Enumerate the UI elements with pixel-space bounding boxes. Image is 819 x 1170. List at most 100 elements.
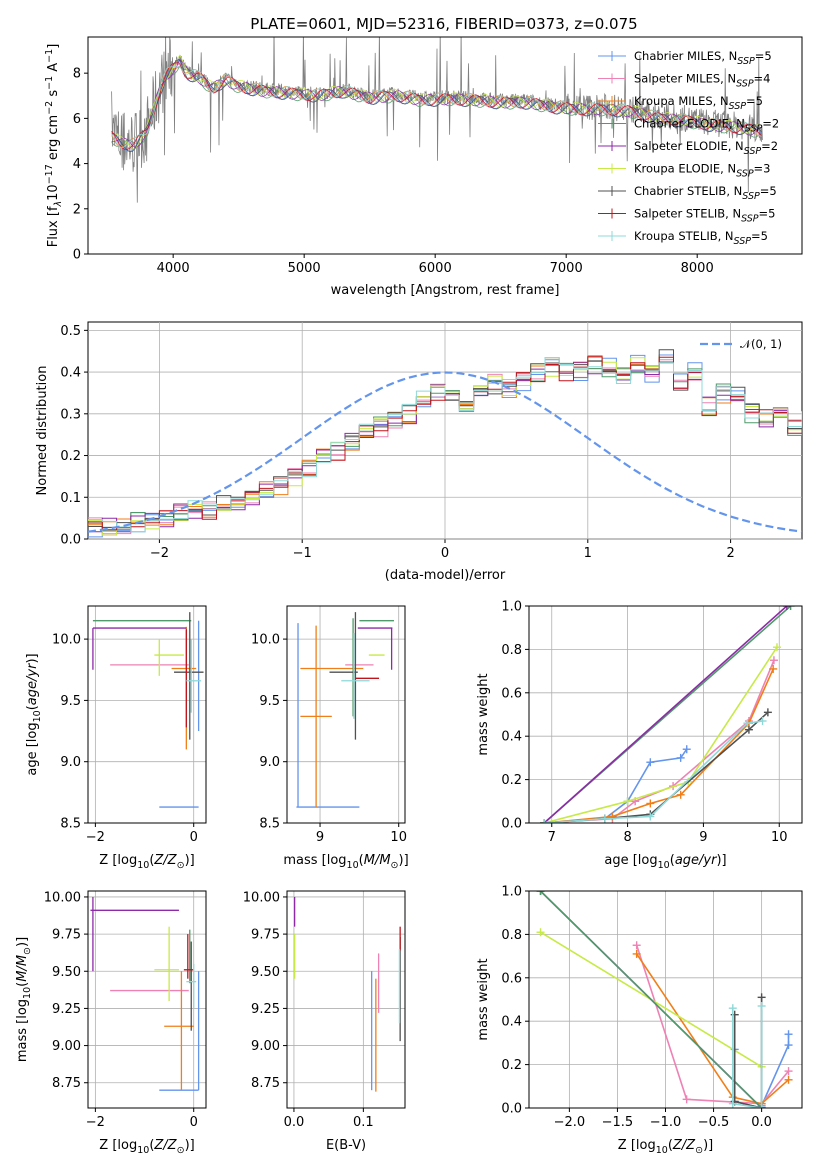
y-tick-label: 0.3 [60,407,81,422]
label-run: M/M [15,955,30,982]
label-run: λ [53,201,64,208]
axis-label: mass [log10(M/M⊙)] [283,853,408,871]
x-tick-label: 9 [699,830,707,845]
x-axis-label: wavelength [Angstrom, rest frame] [331,283,560,298]
label-run: Kroupa ELODIE, N [634,162,736,176]
y-tick-label: 9.0 [259,755,280,770]
model-spectrum [111,58,762,153]
scatter-plot-area [90,896,200,1091]
x-tick-label: −1.0 [650,1115,682,1130]
y-tick-label: 0.4 [501,730,522,745]
label-run: ⊙ [177,860,185,871]
label-run: −17 [44,164,55,184]
axes-frame [528,605,803,824]
line-plot-area [536,891,793,1108]
y-tick-label: 10.00 [243,890,280,905]
axes-frame [87,890,207,1109]
y-tick-label: 8.5 [60,817,81,832]
histogram-step [88,357,802,533]
label-run: Chabrier ELODIE, N [634,117,745,131]
y-tick-label: 0.8 [501,928,522,943]
label-run: Flux [f [46,206,61,247]
y-tick-label: 0.4 [501,1015,522,1030]
scatter-plot-area [296,612,394,808]
y-axis-label: Normed distribution [35,366,50,496]
y-tick-label: 1.0 [501,600,522,615]
y-tick-label: 9.50 [52,965,81,980]
mass-vs-ebv-panel: 0.0 0.1 8.75 9.00 9.25 9.50 9.75 10.00 E(B-V) [243,890,406,1153]
label-run: SSP [729,101,747,112]
label-run: −2 [44,101,55,115]
axes-frame [286,890,406,1109]
legend-entry: Chabrier ELODIE, NSSP=2 [634,117,779,135]
x-tick-label: 1 [584,546,592,561]
label-run: age/yr [675,853,718,868]
label-run: 10 [137,1145,149,1156]
x-tick-label: −2.0 [554,1115,586,1130]
y-tick-label: 6 [73,112,81,127]
x-tick-label: 10 [771,830,788,845]
label-run: SSP [745,124,763,135]
label-run: erg cm [46,115,61,164]
label-run: =2 [762,117,779,131]
label-run: ⊙ [177,1145,185,1156]
label-run: Z/Z [153,853,177,868]
y-tick-label: 9.5 [60,694,81,709]
label-run: 10 [32,710,43,722]
spectrum-panel: 4000 5000 6000 7000 8000 0 2 4 6 8 wavelength [Ang… [44,36,803,298]
label-run: ⊙ [391,860,399,871]
label-run: )] [185,853,195,868]
histogram-plot-area [88,349,802,538]
y-tick-label: 0.8 [501,643,522,658]
x-tick-label: 8 [623,830,631,845]
label-run: )] [716,853,726,868]
x-tick-label: 0 [190,1115,198,1130]
label-run: ] [46,44,61,49]
x-tick-label: −0.5 [698,1115,730,1130]
label-run: ( [149,853,154,868]
x-tick-label: 2 [726,546,734,561]
y-tick-label: 9.50 [251,965,280,980]
mass-weight-line [635,945,790,1105]
model-spectrum [111,54,762,150]
label-run: ( [359,853,364,868]
y-tick-label: 0.6 [501,686,522,701]
label-run: Kroupa STELIB, N [634,229,734,243]
y-tick-label: 8.75 [251,1076,280,1091]
x-tick-label: 7 [548,830,556,845]
mass-weight-line [543,606,788,823]
axis-label: Z [log10(Z/Z⊙)] [618,1138,713,1156]
label-run: Salpeter MILES, N [634,72,736,86]
mass-weight-line [543,646,778,823]
label-run: ⊙ [695,1145,703,1156]
figure-title: PLATE=0601, MJD=52316, FIBERID=0373, z=0… [250,15,637,33]
label-run: )] [703,1138,713,1153]
spectrum-plot-area [111,37,763,203]
mass-weight-line [539,891,763,1108]
label-run: SSP [737,56,755,67]
y-axis-label: mass weight [476,958,491,1040]
legend-entry: Chabrier MILES, NSSP=5 [634,49,772,67]
legend-entry: Kroupa ELODIE, NSSP=3 [634,162,771,180]
label-run: −1 [44,76,55,90]
label-run: Chabrier MILES, N [634,49,737,63]
y-tick-label: 0.0 [501,817,522,832]
y-tick-label: 9.25 [52,1002,81,1017]
mass-weight-line [731,1006,763,1108]
x-tick-label: 8000 [681,261,714,276]
y-tick-label: 4 [73,157,81,172]
model-spectrum [111,62,762,151]
label-run: 10 [22,987,33,999]
axis-label: Z [log10(Z/Z⊙)] [99,853,194,871]
mass-weight-vs-Z-panel: −2.0 −1.5 −1.0 −0.5 0.0 0.0 0.2 0.4 0.6 0.8 1.0 mas… [476,885,803,1156]
label-run: Salpeter ELODIE, N [634,139,744,153]
label-run: SSP [736,169,754,180]
axis-label: age [log10(age/yr)] [604,853,726,871]
label-run: =4 [754,72,771,86]
y-tick-label: 0 [73,248,81,263]
y-tick-label: 0.0 [501,1102,522,1117]
y-tick-label: 0.6 [501,971,522,986]
